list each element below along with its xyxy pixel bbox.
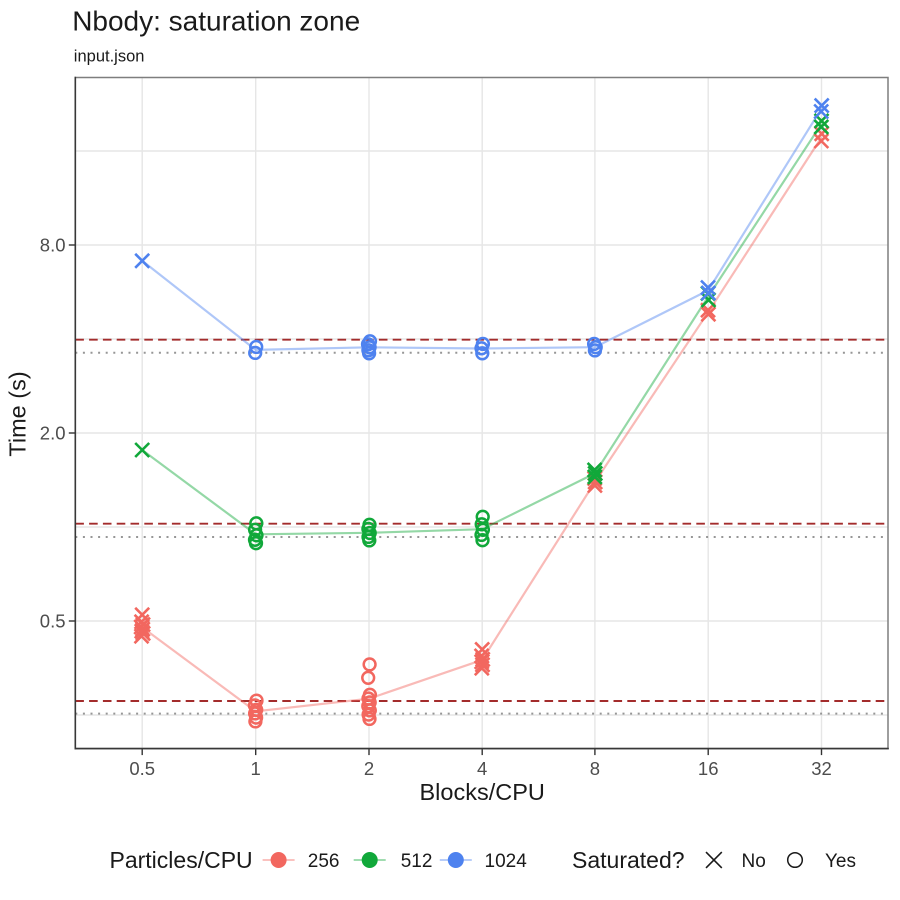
svg-text:Nbody: saturation zone: Nbody: saturation zone [72, 6, 360, 37]
svg-text:256: 256 [308, 851, 340, 872]
svg-text:Blocks/CPU: Blocks/CPU [420, 779, 545, 805]
svg-text:Saturated?: Saturated? [572, 847, 685, 873]
svg-text:8: 8 [590, 758, 600, 779]
svg-text:2: 2 [364, 758, 374, 779]
svg-text:1024: 1024 [485, 851, 528, 872]
svg-text:input.json: input.json [74, 48, 145, 66]
svg-text:32: 32 [811, 758, 832, 779]
svg-text:Yes: Yes [825, 851, 856, 872]
svg-text:512: 512 [401, 851, 433, 872]
svg-text:0.5: 0.5 [40, 611, 66, 632]
svg-text:8.0: 8.0 [40, 235, 66, 256]
svg-text:Particles/CPU: Particles/CPU [110, 847, 253, 873]
svg-text:1: 1 [251, 758, 261, 779]
svg-text:4: 4 [477, 758, 487, 779]
svg-text:2.0: 2.0 [40, 423, 66, 444]
svg-text:Time (s): Time (s) [5, 371, 31, 456]
svg-text:16: 16 [698, 758, 719, 779]
svg-text:0.5: 0.5 [129, 758, 155, 779]
svg-text:No: No [742, 851, 766, 872]
